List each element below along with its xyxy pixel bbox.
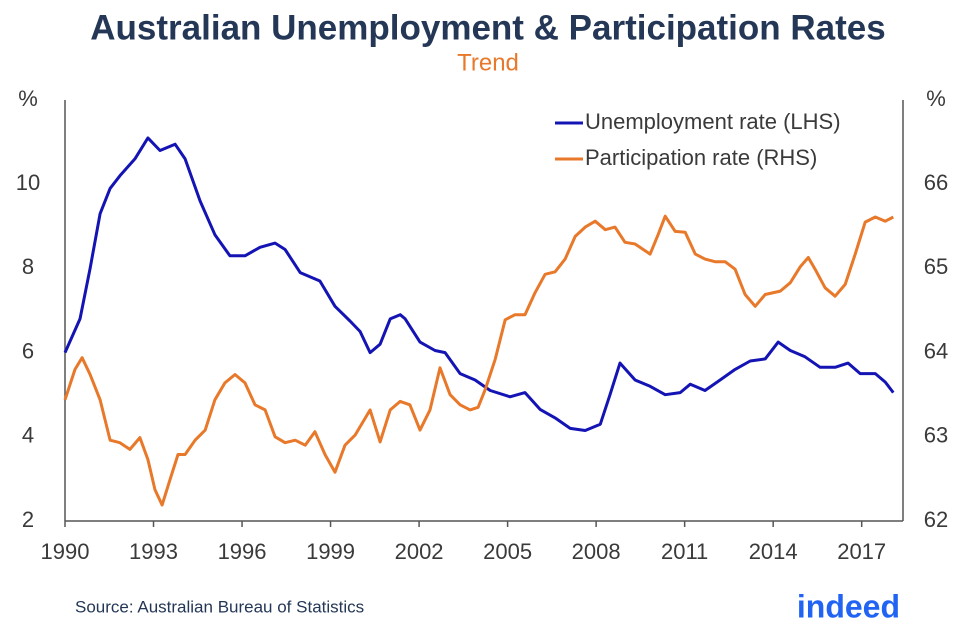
x-tick-label: 2014	[749, 539, 798, 564]
chart-subtitle: Trend	[457, 49, 519, 76]
x-tick-label: 1996	[218, 539, 267, 564]
x-tick-label: 2011	[661, 539, 708, 564]
y2-tick-label: 64	[924, 338, 948, 363]
y-tick-label: 6	[22, 338, 34, 363]
y-tick-label: 4	[22, 423, 34, 448]
source-note: Source: Australian Bureau of Statistics	[75, 597, 364, 616]
x-tick-label: 1993	[129, 539, 178, 564]
x-tick-label: 2008	[572, 539, 621, 564]
x-tick-label: 1990	[41, 539, 90, 564]
y2-tick-label: 66	[924, 170, 948, 195]
series-line	[63, 214, 894, 507]
y-tick-label: 10	[16, 170, 40, 195]
legend-label: Participation rate (RHS)	[585, 145, 817, 170]
y2-tick-label: 62	[924, 507, 948, 532]
y2-tick-label: 65	[924, 254, 948, 279]
legend-label: Unemployment rate (LHS)	[585, 109, 841, 134]
y-tick-label: 8	[22, 254, 34, 279]
y-axis-label: %	[18, 86, 38, 111]
x-tick-label: 1999	[306, 539, 355, 564]
x-tick-label: 2017	[837, 539, 886, 564]
logo: indeed	[797, 588, 900, 624]
y2-axis-label: %	[926, 86, 946, 111]
y2-tick-label: 63	[924, 423, 948, 448]
series-line	[63, 136, 895, 432]
y-tick-label: 2	[22, 507, 34, 532]
x-tick-label: 2002	[395, 539, 444, 564]
chart-title: Australian Unemployment & Participation …	[90, 8, 885, 47]
x-tick-label: 2005	[483, 539, 532, 564]
